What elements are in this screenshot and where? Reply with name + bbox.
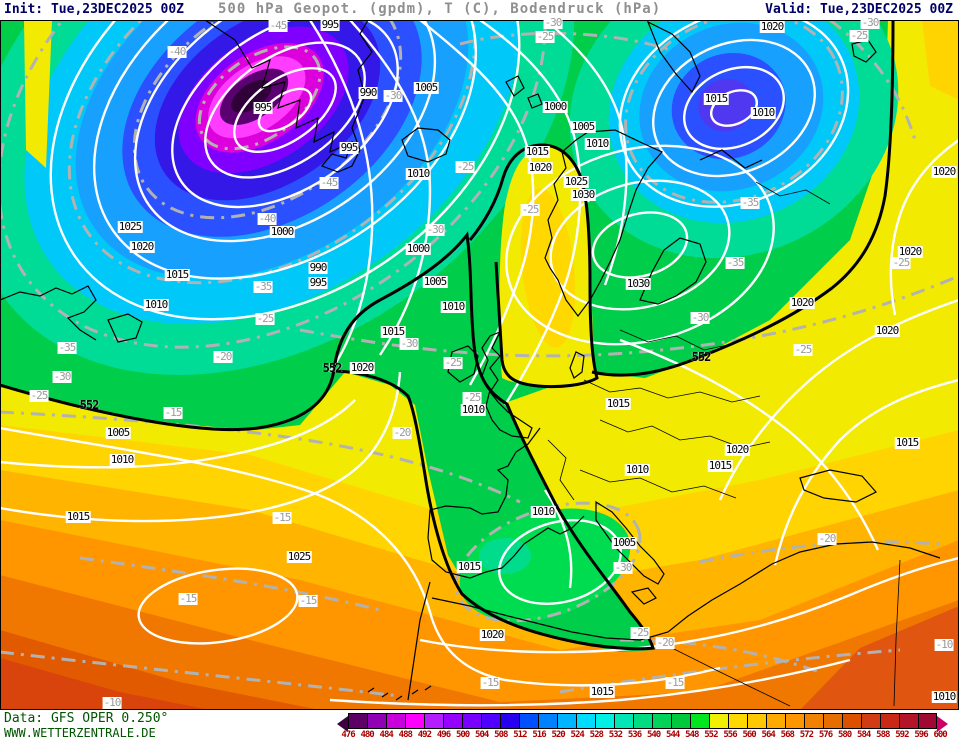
fill-red-se-corner: [800, 606, 959, 710]
colorbar-cell: [918, 713, 937, 729]
colorbar-cell: [557, 713, 576, 729]
colorbar-tick: 512: [513, 730, 527, 740]
colorbar-cell: [405, 713, 424, 729]
country-borders: [547, 181, 901, 707]
colorbar-tick: 536: [627, 730, 642, 740]
fill-gold-ridge-core: [520, 188, 576, 348]
colorbar-tick: 516: [532, 730, 546, 740]
colorbar-right-arrow-icon: [937, 716, 948, 732]
fill-darker-orange-band: [0, 575, 959, 710]
colorbar-tick: 524: [570, 730, 585, 740]
colorbar-tick: 496: [436, 730, 451, 740]
colorbar-cell: [424, 713, 443, 729]
valid-label: Valid: Tue,23DEC2025 00Z: [765, 2, 953, 17]
colorbar-tick: 528: [589, 730, 604, 740]
colorbar-cell: [519, 713, 538, 729]
geopotential-552-contours: [0, 20, 895, 651]
colorbar-tick: 492: [417, 730, 432, 740]
colorbar-tick: 508: [494, 730, 508, 740]
geopotential-colorbar: [337, 713, 948, 732]
colorbar-tick: 480: [360, 730, 374, 740]
footer-bar: Data: GFS OPER 0.250° WWW.WETTERZENTRALE…: [0, 710, 959, 741]
colorbar-cell: [481, 713, 500, 729]
colorbar-cell: [443, 713, 462, 729]
colorbar-tick: 584: [857, 730, 871, 740]
colorbar-cell: [823, 713, 842, 729]
colorbar-tick: 596: [914, 730, 928, 740]
colorbar-cell: [880, 713, 899, 729]
data-source-label: Data: GFS OPER 0.250°: [4, 711, 169, 726]
colorbar-cell: [747, 713, 766, 729]
colorbar-cell: [671, 713, 690, 729]
colorbar-tick: 580: [837, 730, 852, 740]
colorbar-tick: 500: [455, 730, 470, 740]
colorbar-tick: 532: [608, 730, 623, 740]
colorbar-cell: [785, 713, 804, 729]
colorbar-cell: [709, 713, 728, 729]
colorbar-cell: [595, 713, 614, 729]
fill-teal-iberia-core: [479, 538, 531, 574]
colorbar-tick: 476: [341, 730, 355, 740]
colorbar-cell: [804, 713, 823, 729]
coastlines: [0, 20, 941, 701]
colorbar-tick: 552: [704, 730, 718, 740]
fill-red-sw-corner: [0, 658, 210, 710]
colorbar-cell: [538, 713, 557, 729]
init-label: Init: Tue,23DEC2025 00Z: [4, 2, 185, 17]
weather-map: [0, 20, 959, 710]
colorbar-tick: 504: [475, 730, 489, 740]
colorbar-tick: 592: [895, 730, 909, 740]
colorbar-cell: [633, 713, 652, 729]
colorbar-cell: [728, 713, 747, 729]
colorbar-cell: [766, 713, 785, 729]
colorbar-cell: [842, 713, 861, 729]
pressure-contours: [0, 20, 959, 707]
colorbar-cell: [348, 713, 367, 729]
fill-gold-ne-corner: [922, 20, 959, 100]
map-title: 500 hPa Geopot. (gpdm), T (C), Bodendruc…: [218, 1, 662, 17]
colorbar-tick-labels: 476 480 484 488 492 496 500 504 508 512 516 520 524 5…: [0, 730, 959, 741]
colorbar-tick: 548: [685, 730, 699, 740]
colorbar-left-arrow-icon: [337, 716, 348, 732]
colorbar-tick: 544: [666, 730, 680, 740]
header-bar: Init: Tue,23DEC2025 00Z 500 hPa Geopot. …: [0, 0, 959, 20]
colorbar-cell: [899, 713, 918, 729]
colorbar-tick: 484: [379, 730, 394, 740]
colorbar-cell: [367, 713, 386, 729]
colorbar-tick: 600: [933, 730, 947, 740]
colorbar-tick: 520: [551, 730, 565, 740]
colorbar-tick: 556: [723, 730, 737, 740]
colorbar-cell: [690, 713, 709, 729]
colorbar-tick: 560: [742, 730, 756, 740]
colorbar-cell: [614, 713, 633, 729]
fill-yellow-west-sliver: [24, 20, 52, 168]
colorbar-cell: [652, 713, 671, 729]
colorbar-cell: [500, 713, 519, 729]
map-canvas: [0, 20, 959, 710]
colorbar-cell: [462, 713, 481, 729]
colorbar-tick: 568: [780, 730, 795, 740]
colorbar-tick: 572: [799, 730, 814, 740]
colorbar-cell: [861, 713, 880, 729]
colorbar-tick: 488: [398, 730, 413, 740]
colorbar-tick: 588: [876, 730, 890, 740]
colorbar-tick: 564: [761, 730, 776, 740]
website-label: WWW.WETTERZENTRALE.DE: [4, 726, 156, 740]
colorbar-cell: [386, 713, 405, 729]
colorbar-cell: [576, 713, 595, 729]
colorbar-tick: 576: [818, 730, 833, 740]
colorbar-tick: 540: [646, 730, 661, 740]
